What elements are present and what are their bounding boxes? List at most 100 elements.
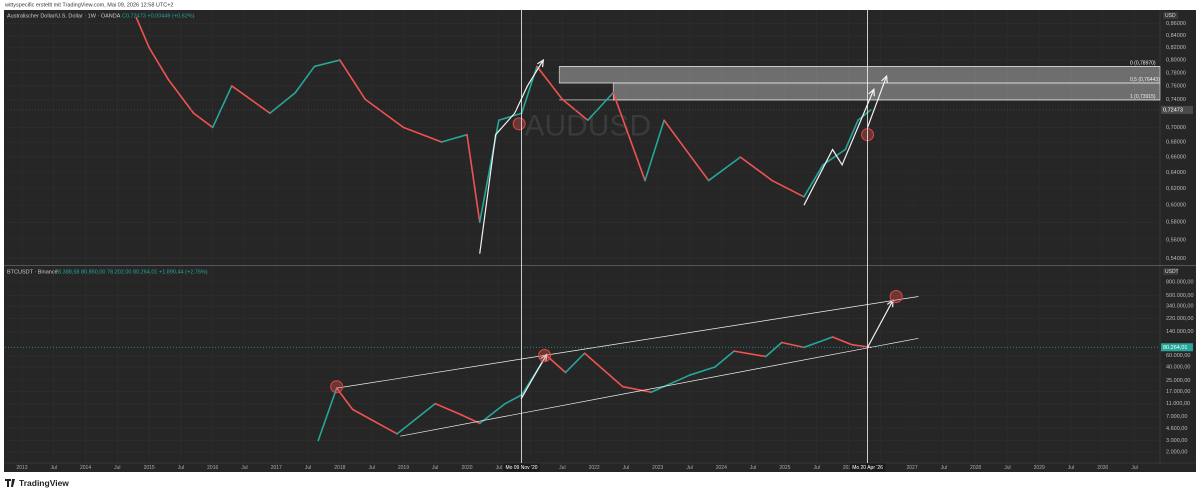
y-tick-label: 11.000,00 [1166,401,1190,407]
y-tick-label: 0,62000 [1166,186,1186,192]
price-segment [612,91,646,182]
x-tick-label: Jul [305,465,311,471]
price-segment [564,352,586,374]
price-segment [440,133,468,143]
y-tick-label: 25.000,00 [1166,378,1190,384]
y-tick-label: 0,70000 [1166,125,1186,131]
x-tick-label: Jul [368,465,374,471]
price-segment [498,112,523,122]
y-tick-label: 0,64000 [1166,170,1186,176]
unit-box [1163,268,1178,275]
crosshair-label: Mo 20 Apr '26 [852,465,883,471]
crosshair-box [503,463,540,472]
y-tick-label: 0,56000 [1166,237,1186,243]
x-tick-label: 2019 [398,465,409,471]
price-segment [434,402,462,416]
x-tick-label: Jul [1004,465,1010,471]
x-tick-label: 2025 [779,465,790,471]
x-tick-label: 2022 [589,465,600,471]
unit-box [1163,12,1178,19]
y-tick-label: 0,80000 [1166,58,1186,64]
price-segment [663,119,710,182]
highlight-circle [330,380,344,394]
fib-label: 0,5 (0,76443) [1130,77,1160,83]
y-tick-label: 3.000,00 [1166,438,1187,444]
price-segment [294,65,316,94]
y-tick-label: 800.000,00 [1166,279,1194,285]
x-tick-label: 2015 [144,465,155,471]
y-tick-label: 7.000,00 [1166,414,1187,420]
price-segment [135,16,150,49]
price-segment [857,109,872,122]
x-tick-label: Jul [1131,465,1137,471]
x-tick-label: Jul [941,465,947,471]
y-tick-label: 4.600,00 [1166,426,1187,432]
y-tick-label: 340.000,00 [1166,304,1194,310]
y-tick-label: 0,82000 [1166,45,1186,51]
x-tick-label: 2013 [16,465,27,471]
y-tick-label: 60.000,00 [1166,353,1190,359]
price-segment [211,85,233,129]
logo-icon [5,479,15,487]
watermark: AUDUSD [524,109,651,142]
price-segment [803,163,824,198]
x-tick-label: 2017 [271,465,282,471]
footer-logo: TradingView [19,478,69,488]
x-tick-label: 2028 [970,465,981,471]
x-tick-label: 2014 [80,465,91,471]
arrow-head [881,74,888,84]
arrow [866,75,888,128]
y-tick-label: 0,68000 [1166,139,1186,145]
y-tick-label: 0,84000 [1166,33,1186,39]
price-segment [148,46,170,81]
price-segment [230,85,271,115]
price-segment [650,374,691,393]
price-segment [765,341,783,358]
price-segment [739,156,773,182]
charts: 0,86000 0,84000 0,82000 0,80000 0,78000 0,760… [5,10,1194,472]
highlight-circle [538,349,552,363]
fib-label: 1 (0,73915) [1130,94,1156,100]
arrow-head [540,353,548,362]
x-tick-label: 2030 [1097,465,1108,471]
y-tick-label: 500.000,00 [1166,293,1194,299]
price-segment [771,179,805,198]
fib-zone [612,82,1161,101]
y-tick-label: 40.000,00 [1166,364,1190,370]
x-tick-label: Jul [813,465,819,471]
trend-line [336,296,919,389]
price-segment [396,402,437,435]
price-segment [714,350,735,368]
price-segment [466,133,481,224]
y-tick-label: 17.000,00 [1166,389,1190,395]
y-tick-label: 220.000,00 [1166,316,1194,322]
arrow [520,354,548,400]
crosshair-box [849,463,886,472]
price-segment [351,408,398,435]
y-tick-label: 0,66000 [1166,155,1186,161]
chart-bg [4,10,1196,472]
x-tick-label: Jul [686,465,692,471]
price-segment [587,91,615,122]
x-tick-label: Jul [51,465,57,471]
price-segment [644,119,665,182]
x-tick-label: Jul [750,465,756,471]
price-segment [822,148,847,166]
x-tick-label: Jul [1068,465,1074,471]
x-tick-label: 2027 [906,465,917,471]
x-tick-label: 2016 [207,465,218,471]
x-tick-label: Jul [496,465,502,471]
price-segment [364,98,405,129]
price-segment [192,112,214,129]
price-segment [803,336,834,349]
fib-zone [558,66,1161,84]
arrow-head [537,58,545,68]
last-price-box [1161,105,1193,114]
x-tick-label: 2026 [843,465,854,471]
last-price-label: 80.264,01 [1163,345,1187,351]
price-segment [583,352,624,388]
arrow-head [886,299,894,308]
y-tick-label: 0,60000 [1166,203,1186,209]
